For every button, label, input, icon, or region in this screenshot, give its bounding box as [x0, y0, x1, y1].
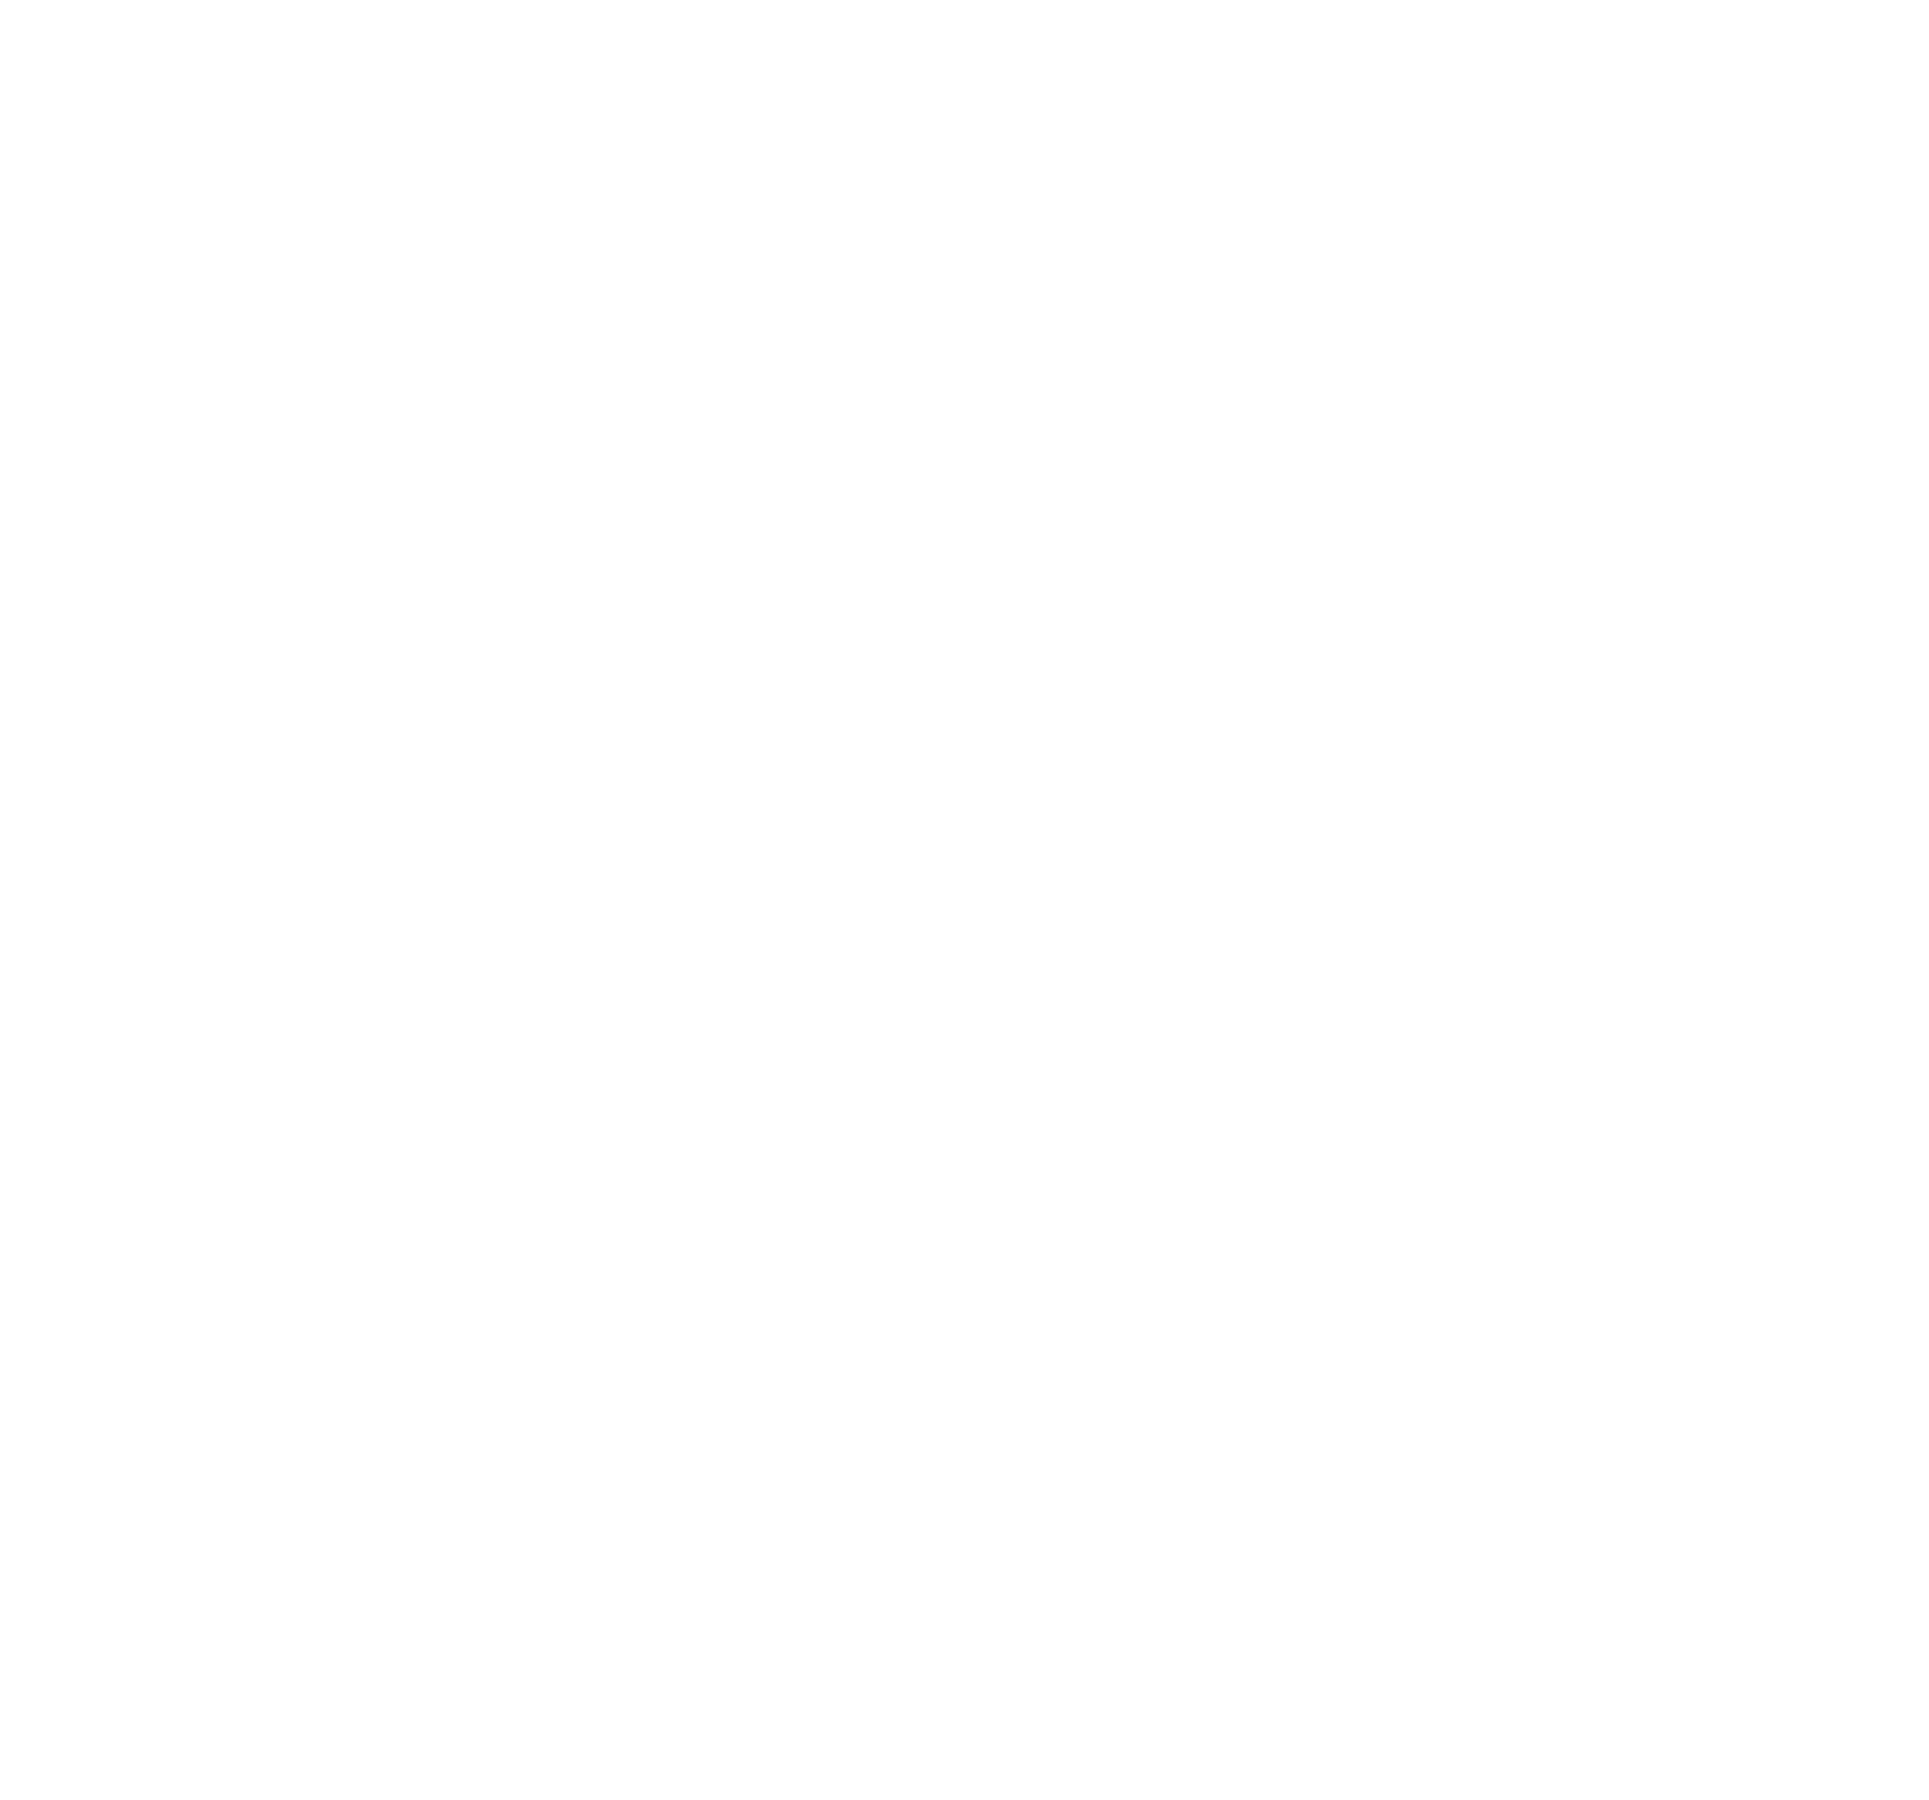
Text: Public: Public: [853, 925, 1017, 979]
Text: Both: Both: [1852, 940, 1915, 967]
Text: 3.0%: 3.0%: [1846, 851, 1923, 878]
Text: 97.0%: 97.0%: [820, 832, 1049, 898]
